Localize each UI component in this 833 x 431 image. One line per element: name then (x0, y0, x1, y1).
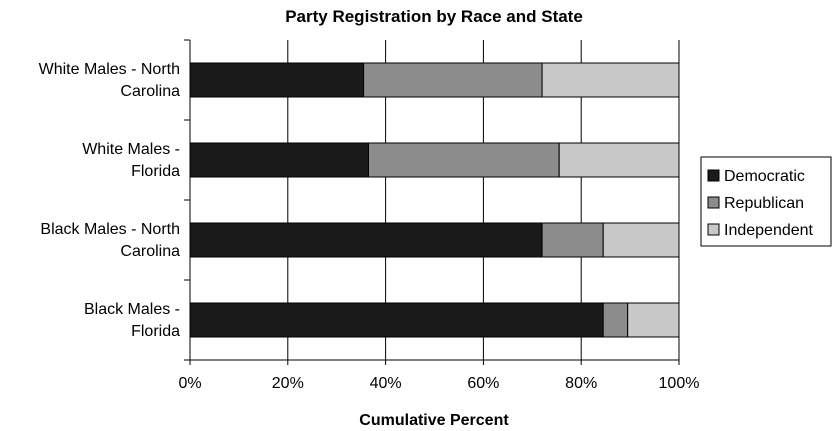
legend: Democratic Republican Independent (700, 156, 832, 247)
category-label: Black Males - North Carolina (40, 221, 180, 260)
x-tick-label: 20% (272, 375, 304, 392)
bar-republican (541, 222, 604, 258)
chart-title: Party Registration by Race and State (285, 7, 583, 26)
bar-democratic (189, 222, 543, 258)
category-label: White Males -Florida (82, 141, 180, 180)
legend-label: Republican (724, 195, 804, 212)
bar-republican (602, 302, 629, 338)
bar-republican (363, 62, 543, 98)
bar-democratic (189, 62, 365, 98)
category-labels: White Males - North Carolina White Males -… (39, 61, 180, 340)
legend-swatch (707, 169, 720, 182)
x-tick-label: 100% (659, 375, 700, 392)
bar-republican (367, 142, 560, 178)
legend-label: Independent (724, 222, 814, 239)
x-tick-label: 0% (178, 375, 201, 392)
bar-independent (558, 142, 680, 178)
bar-independent (627, 302, 680, 338)
bar-independent (602, 222, 680, 258)
bar-democratic (189, 302, 604, 338)
x-tick-label: 80% (565, 375, 597, 392)
legend-swatch (707, 223, 720, 236)
x-tick-label: 60% (467, 375, 499, 392)
x-tick-labels: 0% 20% 40% 60% 80% 100% (178, 375, 699, 392)
bar-independent (541, 62, 680, 98)
legend-label: Democratic (724, 168, 805, 185)
category-label: White Males - North Carolina (39, 61, 180, 100)
x-tick-label: 40% (370, 375, 402, 392)
bars (189, 62, 680, 338)
legend-box (700, 156, 832, 247)
x-axis-title: Cumulative Percent (359, 412, 509, 429)
axes (184, 39, 680, 365)
category-label: Black Males -Florida (84, 301, 180, 340)
bar-democratic (189, 142, 369, 178)
legend-swatch (707, 196, 720, 209)
